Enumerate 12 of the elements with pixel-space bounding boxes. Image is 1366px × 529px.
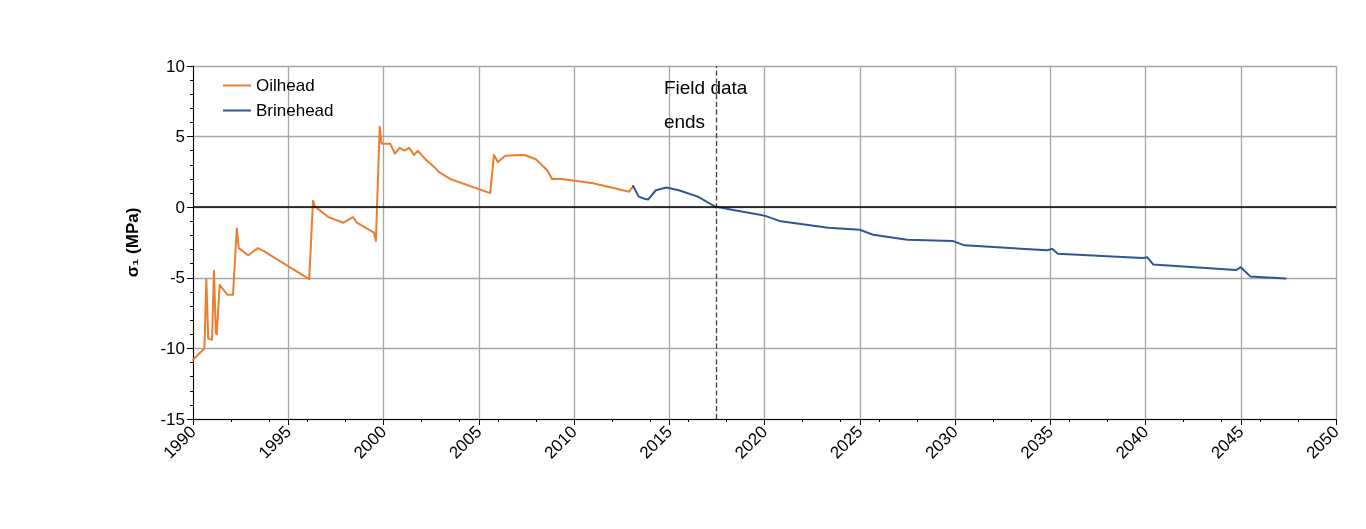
ref-line-label: Field data ends — [663, 76, 753, 132]
y-axis-title: σ₁ (MPa) — [123, 207, 142, 278]
line-series — [632, 185, 1287, 280]
y-tick-label: 5 — [175, 127, 185, 147]
y-tick-label: -5 — [169, 268, 185, 288]
y-tick-label: -10 — [160, 338, 185, 358]
line-series — [192, 125, 635, 361]
y-tick-label: 10 — [166, 56, 185, 76]
legend-label: Brinehead — [256, 101, 334, 120]
legend-label: Oilhead — [256, 76, 315, 95]
y-tick-label: 0 — [175, 197, 185, 217]
y-tick-label: -15 — [160, 409, 185, 429]
